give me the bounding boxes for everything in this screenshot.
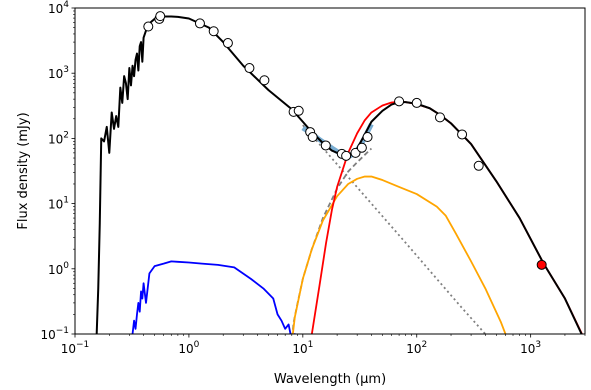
data-point-16 <box>356 142 367 153</box>
data-point-6 <box>244 63 255 74</box>
data-point-12 <box>320 140 331 151</box>
data-point-5 <box>222 38 233 49</box>
data-point-23 <box>536 259 547 270</box>
data-point-18 <box>394 96 405 107</box>
data-point-4 <box>208 26 219 37</box>
y-axis-label: Flux density (mJy) <box>16 112 31 229</box>
data-point-20 <box>434 112 445 123</box>
data-point-14 <box>341 150 352 161</box>
data-point-2 <box>155 11 166 22</box>
data-point-17 <box>362 132 373 143</box>
data-point-3 <box>194 18 205 29</box>
data-point-0 <box>143 21 154 32</box>
data-points <box>143 11 547 270</box>
data-point-21 <box>457 129 468 140</box>
data-point-9 <box>293 105 304 116</box>
data-point-7 <box>259 75 270 86</box>
plot-frame <box>74 7 586 335</box>
x-axis-label: Wavelength (μm) <box>274 372 386 387</box>
data-point-22 <box>473 160 484 171</box>
data-point-15 <box>350 147 361 158</box>
series-line-4 <box>291 175 507 334</box>
data-point-19 <box>411 97 422 108</box>
series-line-3 <box>131 260 296 334</box>
data-point-11 <box>307 132 318 143</box>
